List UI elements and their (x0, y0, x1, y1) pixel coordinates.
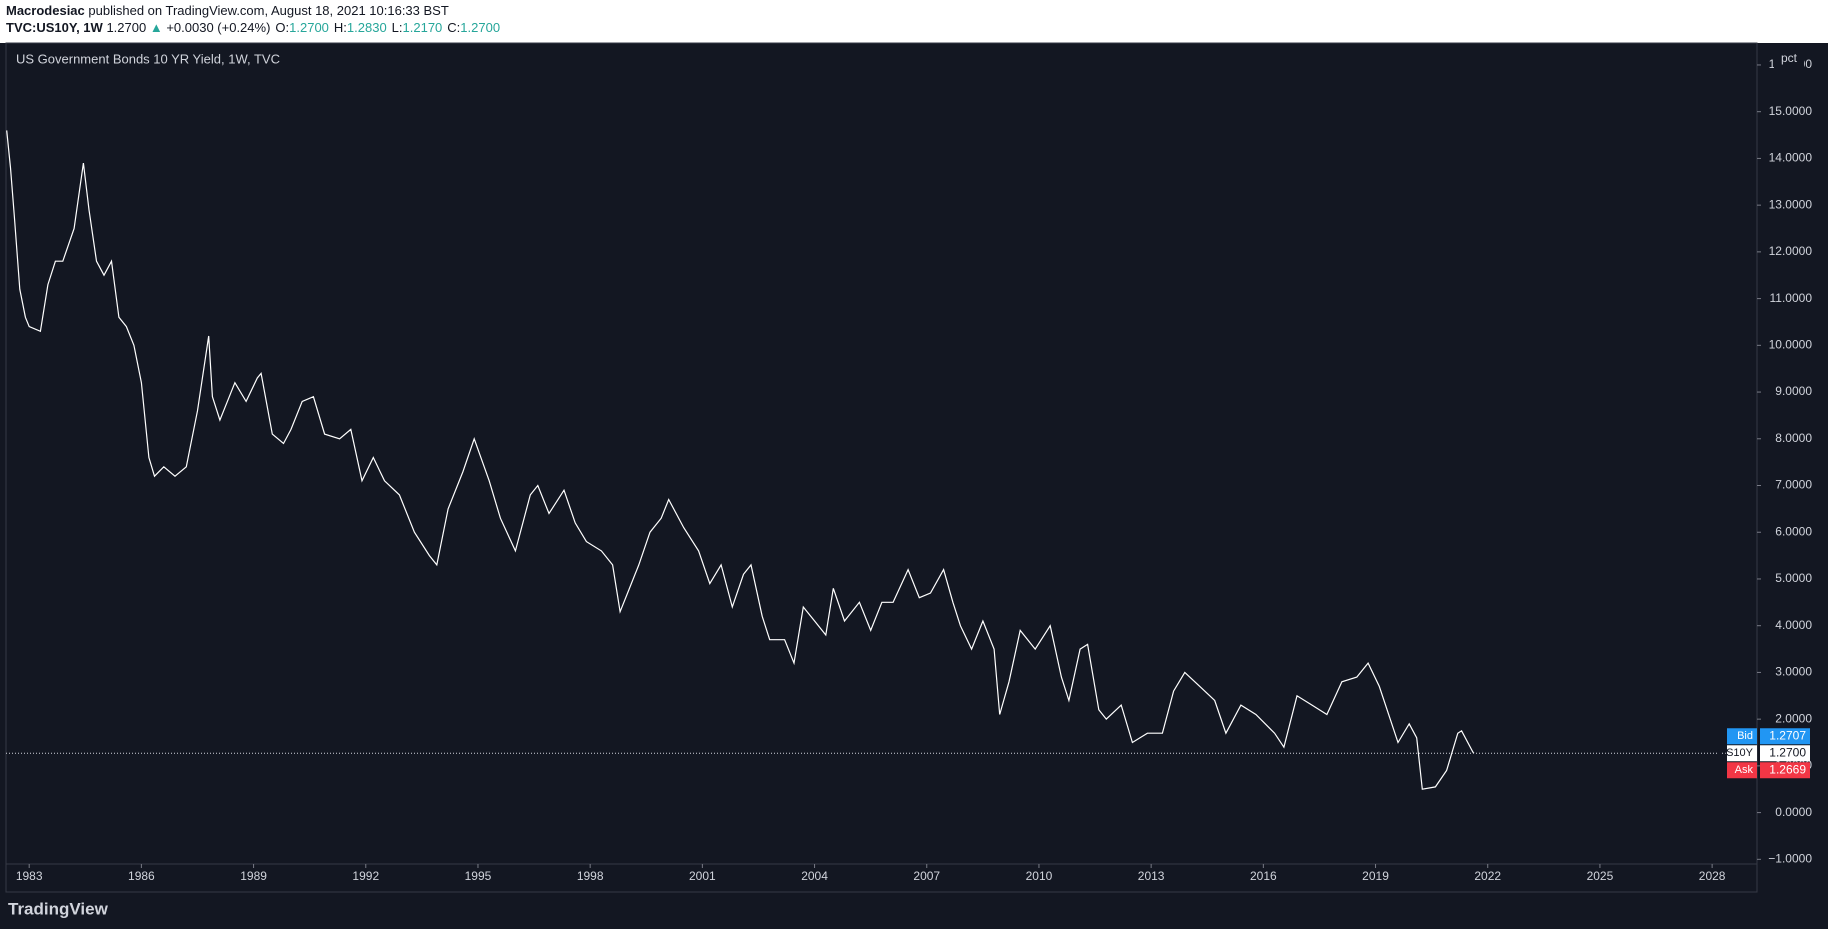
x-tick-label: 1983 (16, 869, 43, 883)
x-tick-label: 2016 (1250, 869, 1277, 883)
symbol: TVC:US10Y, 1W (6, 20, 104, 35)
bid-name: Bid (1737, 730, 1753, 742)
y-tick-label: 15.0000 (1769, 104, 1813, 118)
ask-value-bg (1760, 762, 1810, 779)
x-tick-label: 2013 (1138, 869, 1165, 883)
y-tick-label: 7.0000 (1775, 478, 1812, 492)
field-value: 1.2700 (460, 20, 500, 35)
x-tick-label: 1992 (352, 869, 379, 883)
y-tick-label: 5.0000 (1775, 571, 1812, 585)
arrow: ▲ (150, 20, 163, 35)
y-tick-label: 4.0000 (1775, 618, 1812, 632)
y-tick-label: 8.0000 (1775, 431, 1812, 445)
plot-area (5, 42, 1758, 893)
publisher: Macrodesiac (6, 3, 85, 18)
header: Macrodesiac published on TradingView.com… (6, 3, 449, 18)
last-value-bg (1760, 745, 1810, 762)
brand: TradingView (8, 899, 109, 918)
x-tick-label: 2019 (1362, 869, 1389, 883)
x-tick-label: 1986 (128, 869, 155, 883)
y-tick-label: 14.0000 (1769, 151, 1813, 165)
x-tick-label: 2004 (801, 869, 828, 883)
header-bg (0, 0, 1828, 43)
ask-name-bg (1727, 762, 1757, 779)
x-tick-label: 2007 (913, 869, 940, 883)
published: published on TradingView.com, August 18,… (88, 3, 448, 18)
unit-bg (1774, 50, 1804, 68)
field-value: 1.2830 (347, 20, 387, 35)
field-value: 1.2700 (289, 20, 329, 35)
bid-name-bg (1727, 728, 1757, 745)
price-line (6, 130, 1475, 790)
y-tick-label: 0.0000 (1775, 805, 1812, 819)
bid-value-bg (1760, 728, 1810, 745)
last-name: US10Y (1718, 747, 1754, 759)
field-value: 1.2170 (403, 20, 443, 35)
x-tick-label: 2010 (1026, 869, 1053, 883)
field-name: O: (275, 20, 289, 35)
y-tick-label: 3.0000 (1775, 665, 1812, 679)
x-tick-label: 2025 (1587, 869, 1614, 883)
y-tick-label: −1.0000 (1768, 851, 1812, 865)
y-tick-label: 9.0000 (1775, 384, 1812, 398)
y-tick-label: 13.0000 (1769, 197, 1813, 211)
last-value: 1.2700 (1769, 745, 1806, 759)
field-name: C: (447, 20, 460, 35)
x-tick-label: 2028 (1699, 869, 1726, 883)
y-tick-label: 10.0000 (1769, 337, 1813, 351)
x-tick-label: 2001 (689, 869, 716, 883)
y-tick-label: 11.0000 (1770, 291, 1813, 305)
y-tick-label: 12.0000 (1769, 244, 1813, 258)
chart-title: US Government Bonds 10 YR Yield, 1W, TVC (16, 51, 280, 66)
change: +0.0030 (+0.24%) (166, 20, 270, 35)
field-name: L: (392, 20, 403, 35)
last: 1.2700 (106, 20, 146, 35)
x-tick-label: 2022 (1474, 869, 1501, 883)
quote-line: TVC:US10Y, 1W 1.2700 ▲ +0.0030 (+0.24%) O… (6, 20, 500, 35)
plot: −1.00000.00001.00002.00003.00004.00005.0… (6, 57, 1812, 883)
last-name-bg (1727, 745, 1757, 762)
x-tick-label: 1995 (465, 869, 492, 883)
ask-value: 1.2669 (1769, 762, 1806, 776)
x-tick-label: 1998 (577, 869, 604, 883)
x-tick-label: 1989 (240, 869, 267, 883)
y-tick-label: 6.0000 (1775, 524, 1812, 538)
bid-value: 1.2707 (1769, 728, 1806, 742)
field-name: H: (334, 20, 347, 35)
unit: pct (1781, 51, 1798, 65)
ask-name: Ask (1735, 764, 1754, 776)
y-tick-label: 2.0000 (1775, 711, 1812, 725)
